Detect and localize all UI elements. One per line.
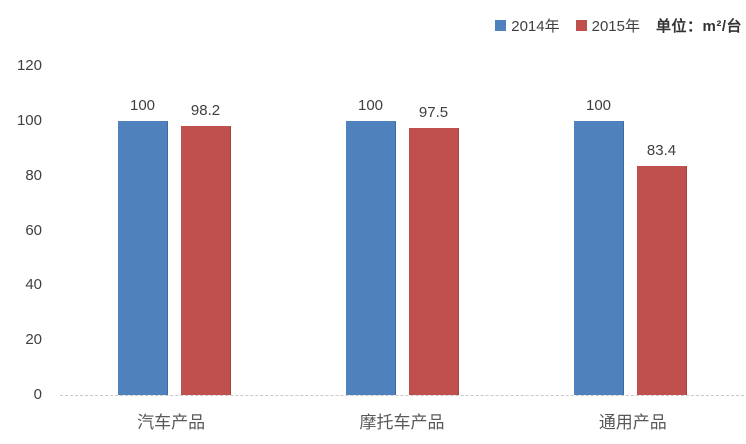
- bar-value-label: 100: [585, 96, 612, 114]
- bar-series1-cat2: 83.4: [636, 142, 687, 395]
- category-label: 汽车产品: [137, 413, 206, 432]
- bar-group: 100 97.5: [345, 66, 459, 395]
- bar-group: 100 83.4: [573, 66, 687, 395]
- legend-swatch-2014-icon: [495, 20, 507, 31]
- legend-item-2015: 2015年: [575, 15, 640, 36]
- legend: 2014年 2015年 单位：m²/台: [495, 15, 742, 36]
- legend-swatch-2015-icon: [575, 20, 587, 31]
- y-tick-label: 40: [25, 276, 42, 294]
- unit-label: 单位：m²/台: [655, 18, 742, 35]
- bar-value-label: 97.5: [418, 103, 449, 121]
- y-tick-label: 0: [33, 386, 42, 403]
- bar-value-label: 83.4: [646, 142, 677, 160]
- y-tick-label: 80: [25, 166, 42, 184]
- bar-group: 100 98.2: [117, 66, 231, 395]
- legend-label-2014: 2014年: [511, 18, 560, 35]
- y-tick-label: 120: [16, 57, 42, 74]
- bar-value-label: 100: [357, 96, 384, 114]
- plot-area: 100 98.2 100 97.5 100 83.4: [60, 66, 744, 396]
- bar-series0-cat1: 100: [345, 97, 396, 395]
- bar-series1-cat1: 97.5: [408, 104, 459, 395]
- legend-item-2014: 2014年: [495, 15, 560, 36]
- bar-series1-cat0: 98.2: [180, 102, 231, 395]
- bar-value-label: 98.2: [190, 101, 221, 119]
- x-axis-labels: 汽车产品 摩托车产品 通用产品: [60, 408, 744, 433]
- y-tick-label: 20: [25, 331, 42, 349]
- bar-value-label: 100: [129, 96, 156, 114]
- legend-label-2015: 2015年: [591, 18, 640, 35]
- category-label: 摩托车产品: [359, 413, 445, 432]
- y-tick-label: 60: [25, 221, 42, 239]
- bar-series0-cat0: 100: [117, 97, 168, 395]
- category-label: 通用产品: [598, 413, 667, 432]
- bar-series0-cat2: 100: [573, 97, 624, 395]
- y-axis: 0 20 40 60 80 100 120: [0, 0, 46, 444]
- y-tick-label: 100: [16, 111, 42, 129]
